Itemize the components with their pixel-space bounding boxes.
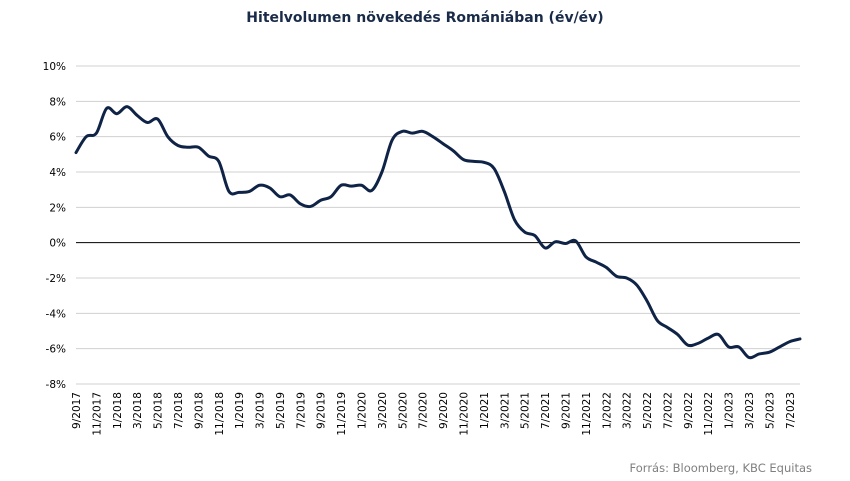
x-tick-label: 7/2020: [418, 392, 430, 429]
x-tick-label: 11/2020: [458, 392, 470, 436]
x-tick-label: 1/2018: [112, 392, 124, 429]
x-tick-label: 11/2019: [336, 392, 348, 436]
x-tick-label: 3/2020: [377, 392, 389, 429]
chart-title: Hitelvolumen növekedés Romániában (év/év…: [246, 10, 604, 26]
x-tick-label: 1/2023: [724, 392, 736, 429]
y-tick-label: 10%: [43, 61, 66, 73]
series-layer: [74, 105, 802, 360]
x-tick-label: 1/2021: [479, 392, 491, 429]
y-tick-label: 8%: [49, 96, 66, 108]
y-tick-label: 2%: [49, 202, 66, 214]
x-tick-label: 3/2018: [132, 392, 144, 429]
y-tick-label: 6%: [49, 132, 66, 144]
series-line: [74, 105, 802, 360]
y-tick-label: 0%: [49, 238, 66, 250]
x-tick-label: 9/2017: [71, 392, 83, 429]
x-tick-label: 11/2021: [581, 392, 593, 436]
x-tick-label: 7/2019: [295, 392, 307, 429]
x-tick-label: 1/2022: [601, 392, 613, 429]
gridlines: [76, 65, 800, 385]
x-tick-label: 7/2023: [785, 392, 797, 429]
x-tick-label: 5/2023: [764, 392, 776, 429]
x-tick-label: 5/2022: [642, 392, 654, 429]
source-note: Forrás: Bloomberg, KBC Equitas: [629, 461, 812, 475]
x-tick-label: 1/2020: [357, 392, 369, 429]
x-tick-label: 5/2020: [397, 392, 409, 429]
x-axis-ticks: 9/2017 11/2017 1/2018 3/2018 5/2018 7/2018 9/2…: [71, 392, 797, 436]
x-tick-label: 7/2018: [173, 392, 185, 429]
y-axis-ticks: 10% 8% 6% 4% 2% 0% -2% -4% -6% -8%: [43, 61, 66, 391]
y-tick-label: -8%: [46, 379, 66, 391]
x-tick-label: 9/2021: [560, 392, 572, 429]
x-tick-label: 11/2018: [214, 392, 226, 436]
x-tick-label: 7/2021: [540, 392, 552, 429]
x-tick-label: 9/2022: [683, 392, 695, 429]
x-tick-label: 5/2018: [153, 392, 165, 429]
x-tick-label: 9/2020: [438, 392, 450, 429]
x-tick-label: 1/2019: [234, 392, 246, 429]
y-tick-label: -2%: [46, 273, 66, 285]
y-tick-label: -6%: [46, 344, 66, 356]
x-tick-label: 9/2018: [193, 392, 205, 429]
y-tick-label: 4%: [49, 167, 66, 179]
x-tick-label: 3/2022: [622, 392, 634, 429]
x-tick-label: 11/2017: [91, 392, 103, 436]
x-tick-label: 7/2022: [662, 392, 674, 429]
x-tick-label: 3/2019: [255, 392, 267, 429]
y-tick-label: -4%: [46, 308, 66, 320]
x-tick-label: 9/2019: [316, 392, 328, 429]
x-tick-label: 5/2021: [520, 392, 532, 429]
x-tick-label: 5/2019: [275, 392, 287, 429]
x-tick-label: 3/2021: [499, 392, 511, 429]
x-tick-label: 11/2022: [703, 392, 715, 436]
x-tick-label: 3/2023: [744, 392, 756, 429]
